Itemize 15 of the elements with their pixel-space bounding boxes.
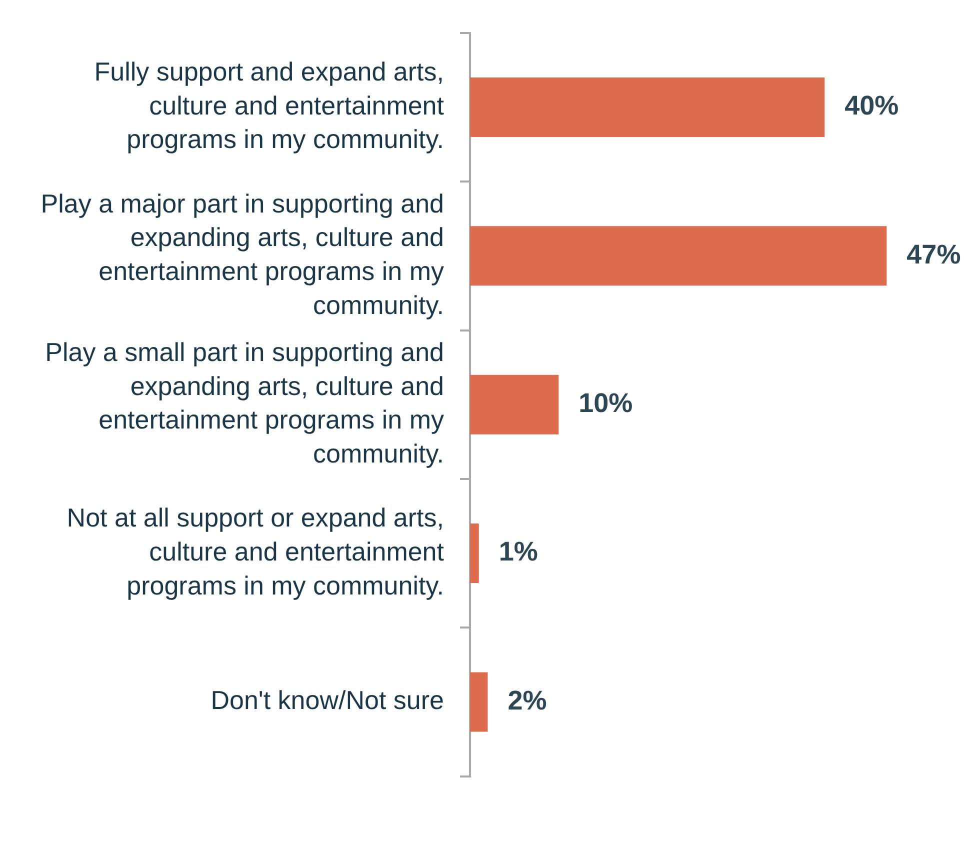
bar (470, 374, 559, 434)
y-tick-label: Don't know/Not sure (210, 685, 444, 716)
y-tick-label: Not at all support or expand arts, culture and entertainment programs in my community. (66, 502, 445, 600)
data-label: 10% (578, 388, 633, 418)
y-tick-label: Play a small part in supporting and expanding arts, culture and entertainment programs in my community. (45, 337, 444, 468)
data-label: 2% (508, 685, 547, 716)
y-tick-label: Play a major part in supporting and expanding arts, culture and entertainment programs in my community. (40, 188, 444, 320)
data-label: 1% (498, 536, 538, 567)
bar (470, 78, 825, 137)
bar (470, 672, 488, 732)
bar (470, 226, 887, 286)
data-label: 47% (906, 239, 961, 270)
bar (470, 524, 479, 584)
data-label: 40% (844, 90, 899, 121)
y-tick-label: Fully support and expand arts, culture and entertainment programs in my community. (94, 56, 445, 154)
